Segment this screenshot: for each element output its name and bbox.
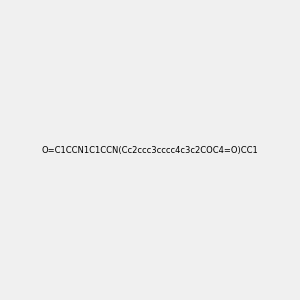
Text: O=C1CCN1C1CCN(Cc2ccc3cccc4c3c2COC4=O)CC1: O=C1CCN1C1CCN(Cc2ccc3cccc4c3c2COC4=O)CC1 [42,146,258,154]
